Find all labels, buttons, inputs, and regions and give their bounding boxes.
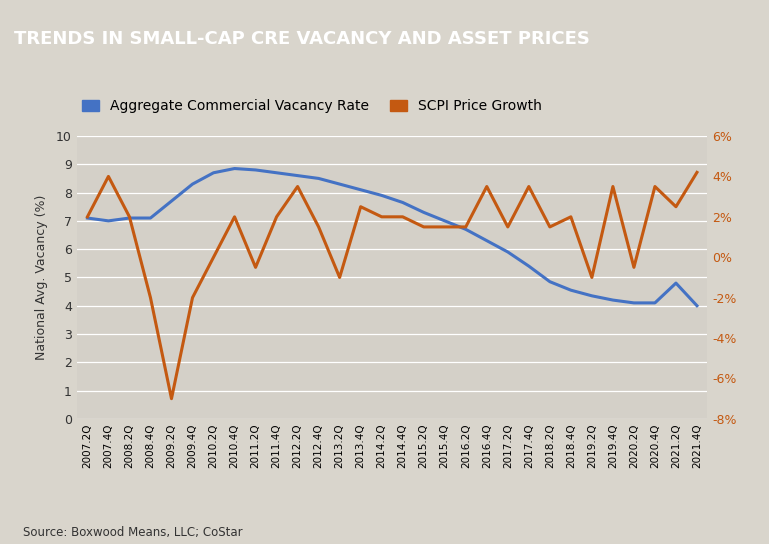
Y-axis label: National Avg. Vacancy (%): National Avg. Vacancy (%) xyxy=(35,195,48,360)
Text: Source: Boxwood Means, LLC; CoStar: Source: Boxwood Means, LLC; CoStar xyxy=(23,526,243,539)
Text: TRENDS IN SMALL-CAP CRE VACANCY AND ASSET PRICES: TRENDS IN SMALL-CAP CRE VACANCY AND ASSE… xyxy=(14,30,590,48)
Legend: Aggregate Commercial Vacancy Rate, SCPI Price Growth: Aggregate Commercial Vacancy Rate, SCPI … xyxy=(77,94,548,119)
